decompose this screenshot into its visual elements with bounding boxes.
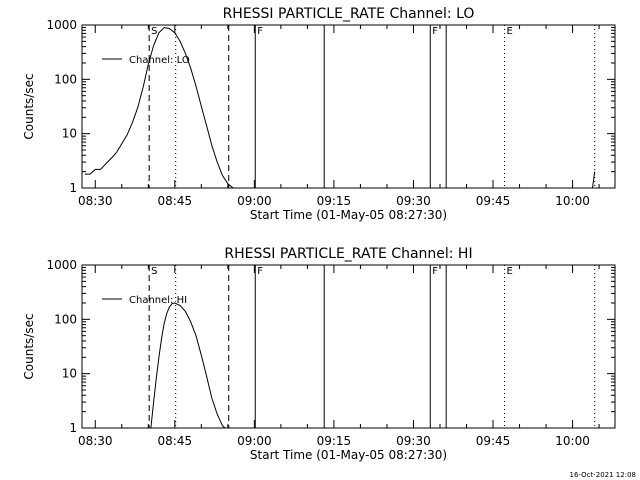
y-tick-label: 10 [62,127,77,141]
event-marker-label: F [432,266,438,277]
x-tick-label: 09:15 [317,194,352,208]
y-tick-label: 100 [54,72,77,86]
series-line [592,171,596,189]
plot-frame [81,264,616,429]
plot-title: RHESSI PARTICLE_RATE Channel: HI [224,246,472,262]
event-marker-label: F [257,266,263,277]
event-marker-label: E [507,26,513,37]
series-line [150,302,226,429]
footer-stamp: 16-Oct-2021 12:08 [569,471,636,479]
x-tick-label: 09:45 [476,434,511,448]
x-tick-label: 09:00 [237,194,272,208]
x-tick-label: 08:45 [158,434,193,448]
event-marker-label: F [432,26,438,37]
plot-frame [81,24,616,189]
x-tick-label: 09:15 [317,434,352,448]
x-tick-label: 09:30 [396,194,431,208]
x-tick-label: 09:00 [237,434,272,448]
y-tick-label: 1000 [46,258,77,272]
legend-label: Channel: LO [129,55,190,66]
x-tick-label: 10:00 [555,434,590,448]
x-tick-label: 09:45 [476,194,511,208]
x-tick-label: 10:00 [555,194,590,208]
x-axis-label: Start Time (01-May-05 08:27:30) [250,208,447,222]
y-tick-label: 100 [54,312,77,326]
x-tick-label: 08:30 [78,194,113,208]
y-tick-label: 10 [62,367,77,381]
plot-title: RHESSI PARTICLE_RATE Channel: LO [223,6,475,22]
legend-label: Channel: HI [129,295,187,306]
x-tick-label: 08:45 [158,194,193,208]
y-axis-label: Counts/sec [22,313,36,379]
x-tick-label: 08:30 [78,434,113,448]
event-marker-label: S [151,26,157,37]
event-marker-label: F [257,26,263,37]
series-line [84,26,234,189]
y-tick-label: 1 [69,421,77,435]
x-axis-label: Start Time (01-May-05 08:27:30) [250,448,447,462]
x-tick-label: 09:30 [396,434,431,448]
y-tick-label: 1000 [46,18,77,32]
event-marker-label: E [507,266,513,277]
event-marker-label: S [151,266,157,277]
y-axis-label: Counts/sec [22,73,36,139]
y-tick-label: 1 [69,181,77,195]
